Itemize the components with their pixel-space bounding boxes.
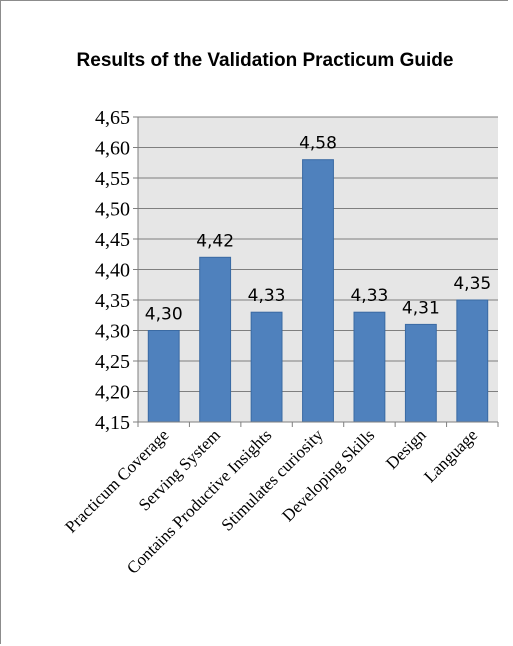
data-label: 4,35 bbox=[453, 274, 491, 294]
y-tick-label: 4,50 bbox=[95, 199, 130, 221]
y-tick-label: 4,40 bbox=[95, 260, 130, 282]
y-axis-ticks: 4,15 4,20 4,25 4,30 4,35 4,40 4,45 4,50 4,55 4,60… bbox=[95, 107, 138, 434]
data-label: 4,30 bbox=[145, 305, 183, 325]
data-label: 4,58 bbox=[299, 134, 337, 154]
bar bbox=[250, 311, 283, 423]
bar bbox=[199, 256, 232, 423]
x-tick-label: Language bbox=[420, 425, 481, 486]
bar bbox=[302, 159, 334, 423]
data-label: 4,33 bbox=[248, 286, 286, 306]
data-label: 4,42 bbox=[196, 231, 234, 251]
data-label: 4,33 bbox=[350, 286, 388, 306]
bar bbox=[353, 311, 386, 423]
data-labels: 4,30 4,42 4,33 4,58 4,33 4,31 4,35 bbox=[145, 134, 491, 325]
bar bbox=[147, 330, 180, 423]
y-tick-label: 4,30 bbox=[95, 321, 130, 343]
bars bbox=[147, 159, 489, 423]
bar bbox=[456, 299, 489, 423]
chart-title: Results of the Validation Practicum Guid… bbox=[76, 50, 454, 71]
y-tick-label: 4,65 bbox=[95, 107, 130, 129]
y-tick-label: 4,20 bbox=[95, 382, 130, 404]
y-tick-label: 4,45 bbox=[95, 229, 130, 251]
x-tick-label: Developing Skills bbox=[278, 425, 378, 525]
y-tick-label: 4,55 bbox=[95, 168, 130, 190]
y-tick-label: 4,35 bbox=[95, 290, 130, 312]
data-label: 4,31 bbox=[402, 298, 440, 318]
y-tick-label: 4,60 bbox=[95, 138, 130, 160]
x-tick-label: Design bbox=[382, 425, 430, 473]
y-tick-label: 4,25 bbox=[95, 351, 130, 373]
y-tick-label: 4,15 bbox=[95, 412, 130, 434]
bar bbox=[404, 323, 437, 423]
